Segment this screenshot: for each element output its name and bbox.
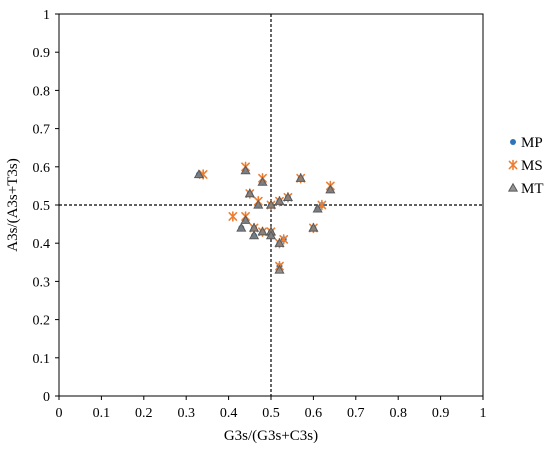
legend: MP MS MT (507, 135, 544, 197)
point-mt (236, 222, 247, 232)
y-tick-label: 0.5 (33, 199, 51, 214)
x-tick-label: 0.5 (262, 406, 280, 421)
point-mt (257, 176, 268, 186)
y-tick-label: 0.1 (33, 352, 51, 367)
point-mt (257, 226, 268, 236)
point-mt (274, 237, 285, 247)
y-tick-label: 1 (43, 8, 50, 23)
y-axis-title: A3s/(A3s+T3s) (5, 158, 21, 251)
x-tick-label: 1 (480, 406, 487, 421)
point-mt (240, 165, 251, 175)
x-tick-label: 0.9 (432, 406, 450, 421)
x-tick-label: 0.6 (305, 406, 323, 421)
x-tick-label: 0.3 (177, 406, 195, 421)
x-tick-label: 0.2 (135, 406, 153, 421)
y-tick-label: 0 (43, 390, 50, 405)
y-tick-label: 0.3 (33, 275, 51, 290)
y-tick-label: 0.9 (33, 46, 51, 61)
legend-label-mt: MT (521, 181, 544, 197)
x-axis-title: G3s/(G3s+C3s) (224, 428, 318, 444)
y-tick-label: 0.6 (33, 161, 51, 176)
point-mt (282, 192, 294, 202)
y-tick-label: 0.7 (33, 123, 51, 138)
x-tick-label: 0 (56, 406, 63, 421)
x-tick-label: 0.1 (93, 406, 111, 421)
point-mt (295, 173, 306, 182)
point-mt (274, 264, 285, 274)
point-mt (248, 230, 260, 240)
point-mt (253, 199, 264, 209)
point-mt (193, 169, 204, 179)
point-mt (240, 215, 251, 224)
legend-label-mp: MP (521, 135, 543, 151)
x-tick-label: 0.8 (389, 406, 407, 421)
point-mt (312, 203, 323, 213)
point-mt (265, 230, 277, 240)
legend-marker-mp (510, 139, 516, 145)
point-ms (228, 211, 238, 222)
point-mt (325, 184, 336, 194)
y-tick-label: 0.2 (33, 314, 51, 329)
point-mt (244, 188, 255, 198)
legend-marker-mt (507, 182, 519, 192)
legend-label-ms: MS (521, 158, 543, 174)
point-mt (265, 199, 277, 209)
x-tick-label: 0.4 (220, 406, 238, 421)
point-mt (308, 222, 319, 232)
x-tick-label: 0.7 (347, 406, 365, 421)
legend-marker-ms (508, 159, 518, 171)
plot-layer: 0 0.1 0.2 0.3 0.4 0.5 0.6 0.7 0.8 0.9 1 0 0.1 0.2 0.3 0… (5, 8, 487, 444)
y-tick-label: 0.8 (33, 84, 51, 99)
y-tick-label: 0.4 (33, 237, 51, 252)
points-layer (193, 161, 336, 274)
point-mt (274, 195, 285, 205)
